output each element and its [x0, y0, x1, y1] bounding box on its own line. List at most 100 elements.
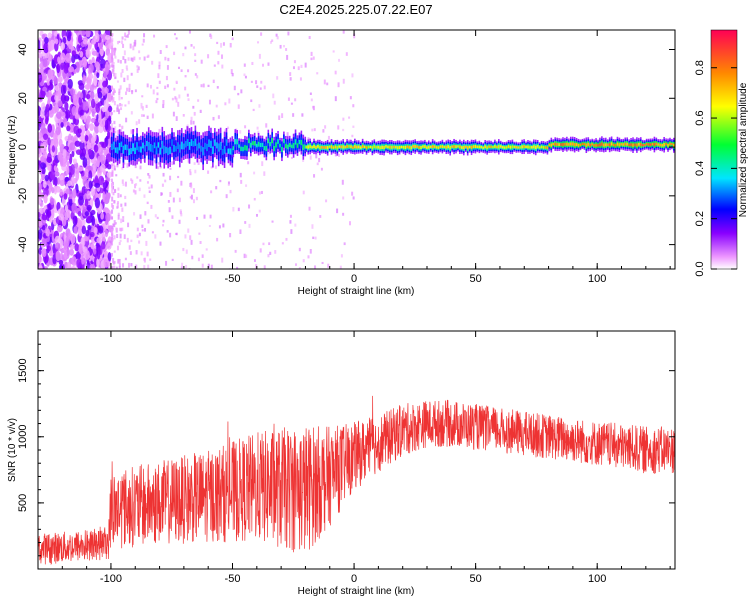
spectrogram-cell: [124, 257, 127, 261]
spectrogram-cell: [270, 40, 273, 44]
spectrogram-cell: [197, 99, 200, 102]
spectrogram-cell: [661, 144, 663, 147]
spectrogram-cell: [507, 145, 510, 148]
spectrogram-cell: [540, 145, 543, 149]
spectrogram-cell: [104, 229, 109, 238]
spectrogram-cell: [221, 257, 224, 263]
spectrogram-cell: [478, 145, 481, 149]
spectrogram-cell: [334, 96, 337, 102]
spectrogram-cell: [162, 219, 165, 223]
spectrogram-cell: [171, 139, 173, 146]
spectrogram-cell: [57, 125, 61, 134]
spectrogram-cell: [38, 254, 42, 264]
spectrogram-cell: [579, 143, 582, 147]
spectrogram-cell: [190, 239, 193, 245]
spectrogram-cell: [319, 145, 321, 150]
spectrogram-cell: [43, 187, 49, 197]
spectrogram-cell: [253, 197, 256, 201]
spectrogram-cell: [258, 191, 261, 195]
spectrogram-cell: [112, 257, 115, 263]
spectrogram-cell: [137, 66, 140, 71]
spectrogram-cell: [38, 132, 43, 139]
spectrogram-cell: [197, 157, 200, 160]
spectrogram-cell: [149, 143, 152, 152]
spectrogram-cell: [259, 87, 262, 90]
spectrogram-cell: [185, 264, 188, 269]
spectrogram-cell: [550, 143, 553, 147]
spectrogram-cell: [217, 143, 220, 152]
spectrogram-cell: [75, 149, 82, 156]
spectrogram-cell: [116, 104, 119, 109]
spectrogram-panel: -100 -50 0 50 100 -40 -20 0 20 40 Height of stra…: [7, 29, 676, 297]
spectrogram-cell: [316, 72, 319, 75]
spectrogram-cell: [62, 148, 67, 159]
spectrogram-cell: [577, 143, 580, 147]
spectrogram-cell: [261, 142, 264, 147]
spectrogram-cell: [190, 120, 193, 125]
spectrogram-cell: [217, 50, 220, 55]
spectrogram-cell: [298, 139, 301, 145]
spectrogram-cell: [314, 236, 317, 240]
spectrogram-cell: [286, 54, 289, 60]
spectrogram-cell: [135, 264, 138, 269]
spectrogram-cell: [325, 199, 328, 203]
spectrogram-cell: [517, 146, 520, 149]
spectrogram-cell: [220, 42, 223, 48]
spectrogram-cell: [120, 96, 123, 100]
figure-title: C2E4.2025.225.07.22.E07: [279, 2, 432, 17]
snr-x-tick-label: 0: [351, 573, 357, 585]
spectrogram-cell: [612, 143, 615, 147]
spectrogram-cell: [166, 230, 169, 233]
spectrogram-cell: [433, 145, 436, 148]
spectrogram-cell: [295, 263, 298, 266]
spectrogram-cell: [288, 143, 291, 148]
spectrogram-cell: [68, 198, 73, 207]
spectrogram-cell: [257, 141, 260, 147]
spectrogram-cell: [110, 227, 113, 230]
spectrogram-cell: [120, 203, 123, 207]
spectrogram-cell: [593, 144, 595, 147]
spectrogram-cell: [259, 248, 262, 253]
spectrogram-cell: [158, 61, 161, 67]
spectrogram-cell: [263, 146, 266, 151]
spectrogram-cell: [176, 188, 179, 193]
spectrogram-cell: [140, 105, 143, 109]
spectrogram-cell: [42, 72, 47, 80]
spectrogram-cell: [341, 179, 344, 185]
spectrogram-cell: [651, 142, 654, 146]
spectrogram-cell: [55, 90, 59, 97]
spectrogram-cell: [337, 82, 340, 88]
spectrogram-cell: [113, 165, 116, 170]
spectrogram-cell: [175, 97, 178, 103]
spectrogram-cell: [297, 66, 300, 71]
spectrogram-cell: [52, 132, 58, 141]
spectrogram-cell: [169, 146, 171, 155]
spectrogram-cell: [257, 41, 260, 44]
spectrogram-cell: [272, 93, 275, 99]
spectrogram-cell: [289, 77, 292, 81]
spectrogram-cell: [95, 191, 102, 200]
spectrogram-cell: [301, 113, 304, 117]
spectrogram-cell: [603, 143, 605, 147]
spectrogram-cell: [156, 86, 159, 89]
spectrogram-cell: [94, 32, 100, 43]
spectrogram-cell: [247, 161, 250, 165]
spectrogram-cell: [124, 144, 127, 150]
spectrogram-cell: [459, 145, 461, 149]
spectrogram-cell: [122, 263, 125, 268]
spectrogram-x-tick-label: 0: [351, 273, 357, 285]
spectrogram-cell: [321, 261, 324, 265]
spectrogram-cell: [77, 34, 83, 44]
spectrogram-cell: [636, 143, 638, 147]
spectrogram-cell: [139, 165, 142, 170]
spectrogram-cell: [213, 64, 216, 67]
spectrogram-cell: [289, 214, 292, 218]
spectrogram-cell: [338, 58, 341, 62]
spectrogram-cell: [227, 183, 230, 186]
spectrogram-cell: [69, 142, 76, 151]
spectrogram-cell: [152, 89, 155, 95]
spectrogram-cell: [57, 100, 63, 108]
spectrogram-cell: [134, 190, 137, 195]
spectrogram-cell: [604, 143, 607, 147]
spectrogram-cell: [89, 231, 95, 238]
